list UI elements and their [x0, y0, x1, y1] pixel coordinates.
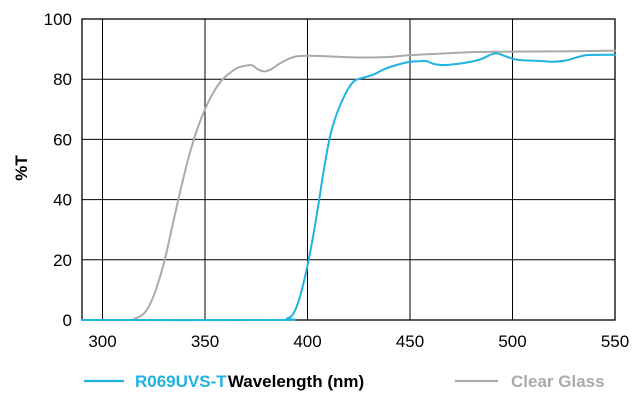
- x-tick-label-550: 550: [601, 332, 629, 351]
- y-axis-label: %T: [12, 155, 31, 181]
- y-tick-label-60: 60: [53, 130, 72, 149]
- plot-frame: [81, 18, 616, 321]
- y-tick-label-20: 20: [53, 251, 72, 270]
- grid: [81, 18, 616, 321]
- series-line-r069uvs-t: [81, 52, 616, 322]
- x-axis-label: Wavelength (nm): [228, 372, 364, 391]
- y-tick-label-100: 100: [44, 10, 72, 29]
- x-tick-label-500: 500: [498, 332, 526, 351]
- x-tick-label-300: 300: [88, 332, 116, 351]
- x-tick-label-450: 450: [396, 332, 424, 351]
- y-tick-label-0: 0: [63, 311, 72, 330]
- x-tick-label-350: 350: [191, 332, 219, 351]
- y-tick-label-40: 40: [53, 191, 72, 210]
- legend-label-r069uvs-t: R069UVS-T: [135, 372, 227, 391]
- legend: R069UVS-T Wavelength (nm) Clear Glass: [84, 372, 605, 391]
- y-tick-label-80: 80: [53, 70, 72, 89]
- tick-labels: 300 350 400 450 500 550 0 20 40 60 80 100: [44, 10, 630, 351]
- series-lines: [81, 49, 616, 322]
- series-line-clear-glass: [81, 49, 616, 322]
- legend-label-clear-glass: Clear Glass: [511, 372, 605, 391]
- x-tick-label-400: 400: [293, 332, 321, 351]
